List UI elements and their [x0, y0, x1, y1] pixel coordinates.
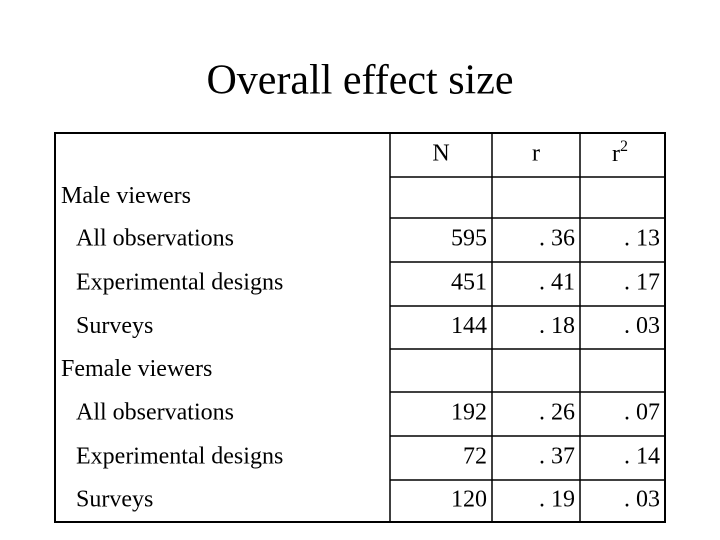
cell: . 19: [539, 487, 575, 513]
row-label: All observations: [76, 400, 234, 426]
header-r: r: [532, 141, 540, 167]
cell: . 13: [624, 226, 660, 252]
group-label: Male viewers: [61, 183, 191, 209]
header-r2-sup: 2: [620, 138, 628, 155]
cell: . 41: [539, 270, 575, 296]
row-label: Surveys: [76, 487, 153, 513]
cell: 120: [451, 487, 487, 513]
cell: 72: [463, 444, 487, 470]
cell: . 18: [539, 313, 575, 339]
row-label: Surveys: [76, 313, 153, 339]
row-label: Experimental designs: [76, 444, 283, 470]
cell: . 14: [624, 444, 660, 470]
cell: . 37: [539, 444, 575, 470]
cell: 144: [451, 313, 487, 339]
cell: . 36: [539, 226, 575, 252]
slide-title: Overall effect size: [206, 58, 513, 104]
header-r2: r2: [612, 138, 628, 167]
row-label: Experimental designs: [76, 270, 283, 296]
cell: . 03: [624, 313, 660, 339]
group-label: Female viewers: [61, 356, 212, 382]
table-border: [54, 132, 666, 523]
cell: 595: [451, 226, 487, 252]
cell: . 17: [624, 270, 660, 296]
header-r2-base: r: [612, 141, 620, 167]
cell: . 03: [624, 487, 660, 513]
cell: . 26: [539, 400, 575, 426]
cell: 451: [451, 270, 487, 296]
row-label: All observations: [76, 226, 234, 252]
cell: . 07: [624, 400, 660, 426]
cell: 192: [451, 400, 487, 426]
header-n: N: [432, 141, 449, 167]
